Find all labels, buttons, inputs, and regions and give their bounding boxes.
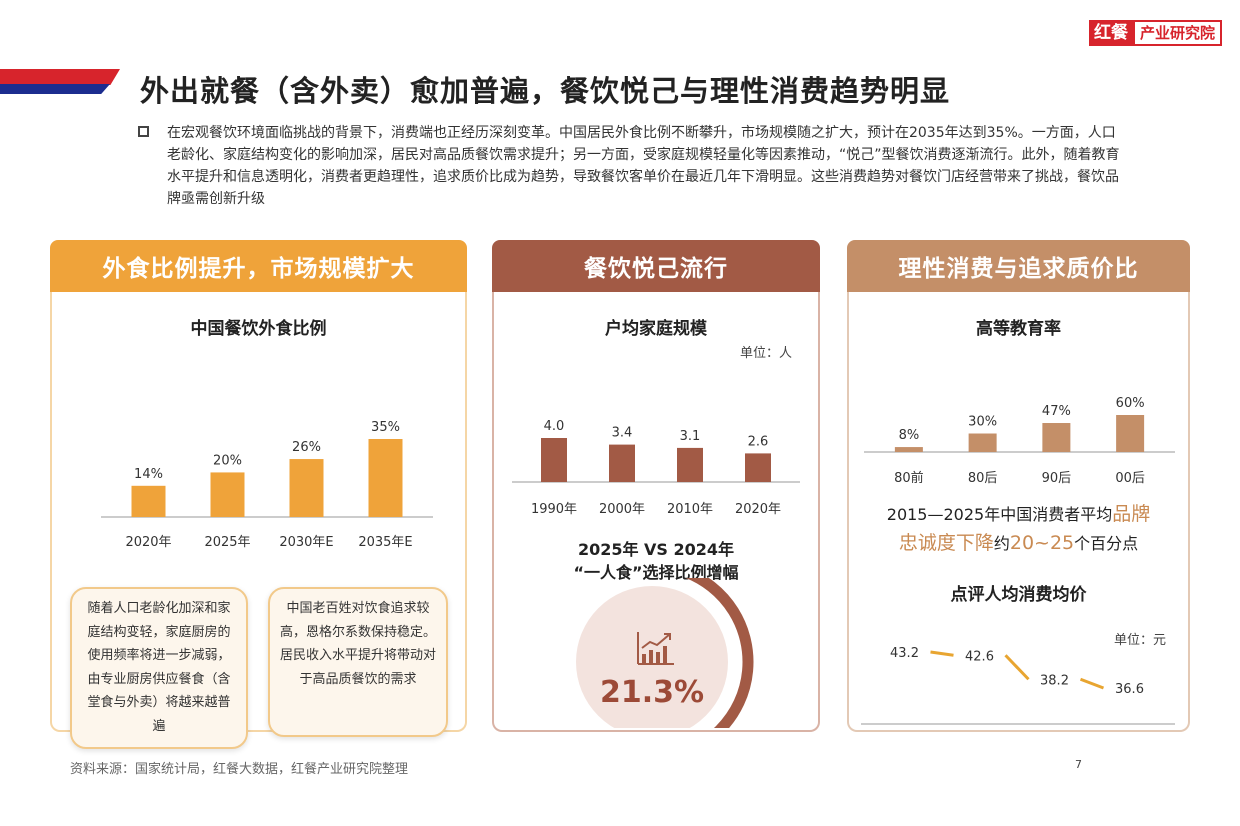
logo-part2: 产业研究院: [1132, 20, 1222, 46]
bar-00后: [1116, 415, 1145, 452]
chart-avg-spend: 43.22022年42.62023年38.22024年36.62025年: [861, 646, 1175, 725]
line-segment-1: [1004, 654, 1030, 681]
panel-middle: 餐饮悦己流行 户均家庭规模 单位：人 4.0 1990年 3.4 2000年 3.1 20…: [492, 240, 820, 732]
chart-title-avg-spend: 点评人均消费均价: [950, 585, 1087, 605]
x-tick-2020年: 2020年: [125, 535, 171, 550]
bar-label-2000年: 3.4: [612, 426, 633, 441]
source-note: 资料来源：国家统计局，红餐大数据，红餐产业研究院整理: [70, 762, 409, 777]
page-number: 7: [1075, 758, 1082, 771]
bar-80前: [894, 447, 923, 452]
chart-household-size: 4.0 1990年 3.4 2000年 3.1 2010年 2.6 2020年: [512, 419, 800, 517]
bar-label-2020年: 14%: [134, 467, 163, 482]
page-title: 外出就餐（含外卖）愈加普遍，餐饮悦己与理性消费趋势明显: [140, 74, 951, 108]
point-label-2022年: 43.2: [890, 646, 919, 661]
bar-label-00后: 60%: [1116, 396, 1145, 411]
chart-title-dining-out: 中国餐饮外食比例: [190, 319, 327, 339]
chart-title-household: 户均家庭规模: [605, 319, 707, 339]
point-label-2023年: 42.6: [965, 649, 994, 664]
bar-label-2030年E: 26%: [292, 440, 321, 455]
x-tick-1990年: 1990年: [531, 502, 577, 517]
panel-right-header: 理性消费与追求质价比: [847, 240, 1190, 292]
single-dining-title-1: 2025年 VS 2024年: [577, 540, 735, 559]
bar-2000年: [609, 444, 635, 482]
chart-growth-icon: [637, 632, 674, 665]
loyalty-highlight-2: 忠诚度下降: [898, 532, 994, 554]
bar-label-2025年: 20%: [213, 453, 242, 468]
line-segment-0: [930, 650, 954, 657]
bar-2020年: [131, 485, 166, 517]
panel-middle-body: 户均家庭规模 单位：人 4.0 1990年 3.4 2000年 3.1 2010年 2.6 2…: [492, 292, 820, 732]
panel-left: 外食比例提升，市场规模扩大 中国餐饮外食比例 14% 2020年 20% 2025年 2…: [50, 240, 467, 749]
avg-spend-unit-label: 单位：元: [1113, 633, 1166, 648]
point-label-2024年: 38.2: [1040, 673, 1069, 688]
loyalty-highlight-3: 20~25: [1009, 532, 1075, 554]
x-tick-2000年: 2000年: [599, 502, 645, 517]
point-label-2025年: 36.6: [1115, 682, 1144, 697]
panel-middle-header: 餐饮悦己流行: [492, 240, 820, 292]
loyalty-highlight-1: 品牌: [1112, 503, 1151, 525]
logo-part1: 红餐: [1088, 20, 1133, 46]
household-unit-label: 单位：人: [739, 346, 792, 361]
single-dining-value: 21.3%: [599, 675, 705, 710]
panel-right: 理性消费与追求质价比 高等教育率 8% 80前 30% 80后 47% 90后 60% 00后…: [847, 240, 1190, 732]
brand-logo: 红餐 产业研究院: [1088, 20, 1222, 46]
x-tick-2035年E: 2035年E: [358, 535, 412, 550]
chart-higher-education: 8% 80前 30% 80后 47% 90后 60% 00后: [864, 396, 1175, 486]
loyalty-text-2: 约: [993, 534, 1010, 553]
x-tick-80前: 80前: [894, 470, 924, 486]
title-stripe-blue: [0, 84, 110, 94]
x-tick-90后: 90后: [1042, 471, 1072, 486]
chart-title-education: 高等教育率: [976, 319, 1061, 339]
note-left-2: 中国老百姓对饮食追求较高，恩格尔系数保持稳定。居民收入水平提升将带动对于高品质餐…: [268, 587, 448, 737]
bar-1990年: [541, 438, 567, 482]
panel-left-body: 中国餐饮外食比例 14% 2020年 20% 2025年 26% 2030年E 35% 203…: [50, 292, 467, 749]
brand-loyalty-statement: 2015—2025年中国消费者平均品牌 忠诚度下降约20~25个百分点: [849, 500, 1188, 558]
bar-2010年: [677, 447, 703, 482]
bar-label-2020年: 2.6: [748, 434, 769, 449]
chart-dining-out: 14% 2020年 20% 2025年 26% 2030年E 35% 2035年E: [101, 420, 433, 550]
panel-right-body: 高等教育率 8% 80前 30% 80后 47% 90后 60% 00后 2015—2025年…: [847, 292, 1190, 732]
single-dining-gauge: [576, 578, 754, 728]
x-tick-2010年: 2010年: [667, 502, 713, 517]
bar-2020年: [745, 453, 771, 482]
loyalty-text-3: 个百分点: [1074, 534, 1139, 553]
x-tick-2025年: 2025年: [204, 535, 250, 550]
bar-label-80后: 30%: [968, 415, 997, 430]
x-tick-00后: 00后: [1115, 471, 1145, 486]
x-tick-80后: 80后: [968, 471, 998, 486]
bullet-square-icon: [138, 126, 149, 137]
loyalty-text-1: 2015—2025年中国消费者平均: [886, 505, 1113, 524]
bar-2030年E: [289, 459, 324, 517]
gauge-arc: [685, 578, 754, 728]
bar-label-80前: 8%: [899, 428, 920, 443]
bar-2025年: [210, 472, 245, 517]
bar-label-2010年: 3.1: [680, 429, 701, 444]
bar-90后: [1042, 423, 1071, 452]
bar-80后: [968, 433, 997, 452]
bar-label-1990年: 4.0: [544, 419, 565, 434]
title-stripe-red: [0, 69, 120, 85]
intro-paragraph: 在宏观餐饮环境面临挑战的背景下，消费端也正经历深刻变革。中国居民外食比例不断攀升…: [167, 125, 1120, 207]
panel-left-header: 外食比例提升，市场规模扩大: [50, 240, 467, 292]
bar-label-90后: 47%: [1042, 404, 1071, 419]
line-segment-2: [1079, 677, 1105, 690]
bar-label-2035年E: 35%: [371, 420, 400, 435]
note-left-1: 随着人口老龄化加深和家庭结构变轻，家庭厨房的使用频率将进一步减弱，由专业厨房供应…: [70, 587, 248, 749]
bar-2035年E: [368, 439, 403, 517]
x-tick-2030年E: 2030年E: [279, 535, 333, 550]
x-tick-2020年: 2020年: [735, 502, 781, 517]
